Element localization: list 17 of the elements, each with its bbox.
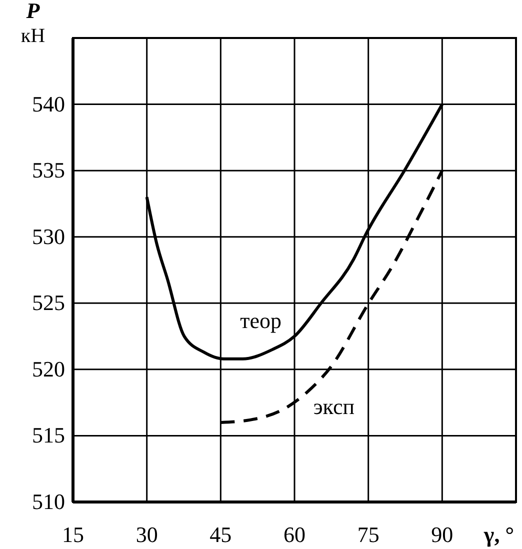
y-tick-label: 510 bbox=[32, 489, 65, 514]
y-tick-label: 540 bbox=[32, 91, 65, 116]
y-tick-label: 535 bbox=[32, 158, 65, 183]
x-tick-label: 75 bbox=[357, 522, 380, 547]
x-tick-label: 30 bbox=[136, 522, 158, 547]
x-tick-label: 90 bbox=[431, 522, 454, 547]
y-tick-label: 520 bbox=[32, 356, 65, 382]
x-tick-label: 15 bbox=[62, 522, 84, 547]
x-tick-label: 60 bbox=[284, 522, 306, 547]
x-axis-title: γ, ° bbox=[482, 522, 514, 547]
y-tick-label: 530 bbox=[32, 224, 65, 249]
series-label: теор bbox=[240, 308, 282, 333]
series-label: эксп bbox=[313, 394, 355, 419]
y-tick-label: 515 bbox=[32, 422, 65, 448]
x-tick-label: 45 bbox=[210, 522, 232, 547]
y-tick-label: 525 bbox=[32, 290, 65, 316]
y-axis-title: P кН bbox=[20, 0, 46, 47]
